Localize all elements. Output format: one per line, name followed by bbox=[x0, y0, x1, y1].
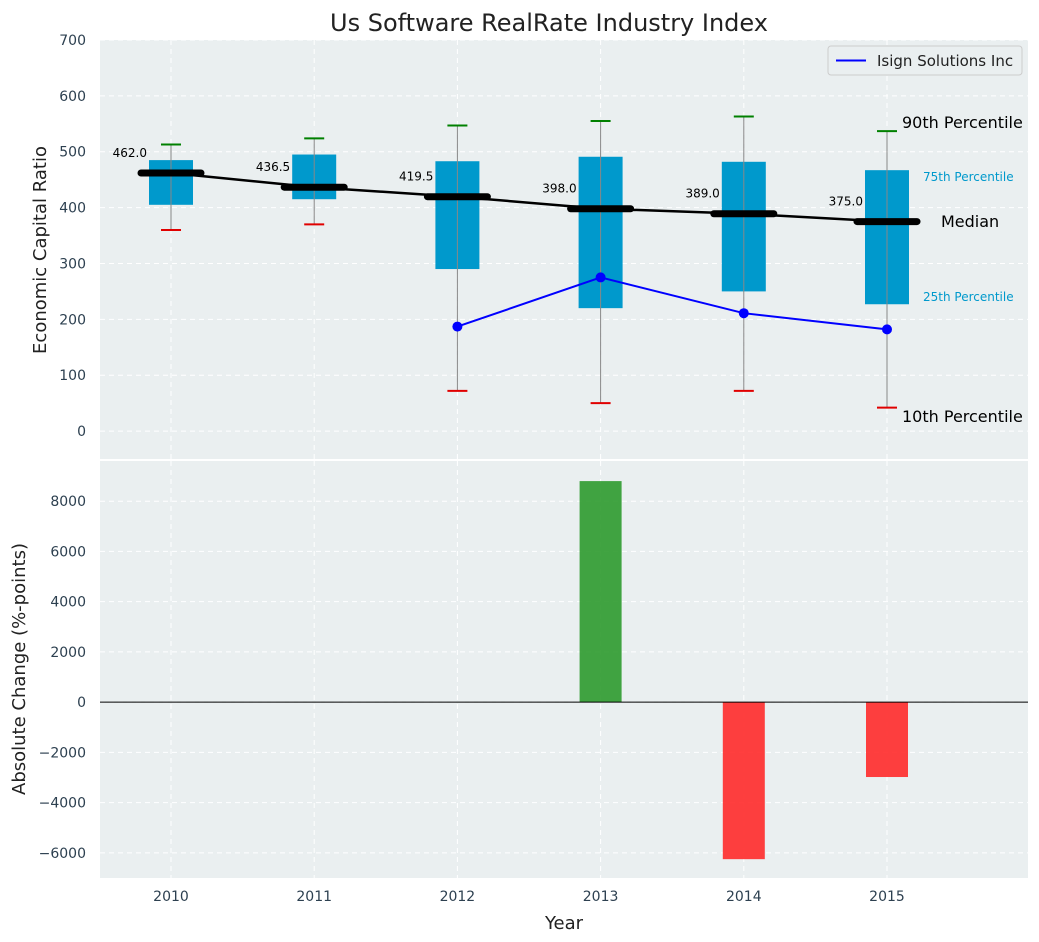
x-tick-label: 2011 bbox=[296, 889, 332, 905]
x-tick-label: 2015 bbox=[869, 889, 905, 905]
median-value-label: 436.5 bbox=[256, 160, 290, 174]
top-y-tick-label: 500 bbox=[59, 145, 86, 161]
bottom-y-tick-label: 0 bbox=[77, 695, 86, 711]
bottom-y-tick-label: 8000 bbox=[50, 494, 86, 510]
median-value-label: 389.0 bbox=[685, 187, 719, 201]
negative-change-bar bbox=[722, 702, 765, 860]
bottom-y-tick-label: 4000 bbox=[50, 595, 86, 611]
bottom-y-tick-label: −6000 bbox=[39, 846, 86, 862]
negative-change-bar bbox=[866, 702, 908, 778]
bottom-y-axis-label: Absolute Change (%-points) bbox=[9, 543, 30, 795]
bottom-y-tick-label: −2000 bbox=[39, 745, 86, 761]
bottom-y-tick-label: −4000 bbox=[39, 796, 86, 812]
top-y-tick-label: 400 bbox=[59, 201, 86, 217]
legend: Isign Solutions Inc bbox=[827, 45, 1023, 76]
top-y-tick-label: 200 bbox=[59, 312, 86, 328]
legend-label: Isign Solutions Inc bbox=[877, 52, 1013, 70]
bottom-y-tick-label: 6000 bbox=[50, 544, 86, 560]
p25-annotation: 25th Percentile bbox=[923, 290, 1014, 304]
x-axis-label: Year bbox=[544, 913, 584, 934]
top-y-axis-label: Economic Capital Ratio bbox=[30, 146, 51, 354]
chart-title: Us Software RealRate Industry Index bbox=[330, 9, 768, 37]
median-value-label: 462.0 bbox=[113, 146, 147, 160]
x-tick-label: 2012 bbox=[440, 889, 476, 905]
company-series-point bbox=[452, 321, 463, 332]
x-tick-label: 2013 bbox=[583, 889, 619, 905]
top-y-tick-label: 100 bbox=[59, 368, 86, 384]
company-series-line bbox=[457, 276, 888, 331]
median-value-label: 398.0 bbox=[542, 182, 576, 196]
top-y-tick-label: 600 bbox=[59, 89, 86, 105]
positive-change-bar bbox=[579, 481, 622, 703]
x-tick-label: 2014 bbox=[726, 889, 762, 905]
top-y-tick-label: 0 bbox=[77, 424, 86, 440]
top-y-tick-label: 300 bbox=[59, 256, 86, 272]
bottom-plot-area bbox=[100, 461, 1028, 878]
median-value-label: 375.0 bbox=[829, 195, 863, 209]
x-tick-label: 2010 bbox=[153, 889, 189, 905]
p90-annotation: 90th Percentile bbox=[902, 113, 1023, 132]
company-series-point bbox=[882, 324, 892, 335]
top-y-tick-label: 700 bbox=[59, 33, 86, 49]
bottom-y-tick-label: 2000 bbox=[50, 645, 86, 661]
p10-annotation: 10th Percentile bbox=[902, 407, 1023, 426]
median-annotation: Median bbox=[941, 212, 999, 231]
company-series-point bbox=[738, 308, 749, 319]
median-value-label: 419.5 bbox=[399, 170, 433, 184]
legend-box bbox=[827, 45, 1023, 76]
p75-annotation: 75th Percentile bbox=[923, 170, 1014, 184]
company-series-point bbox=[595, 272, 606, 283]
